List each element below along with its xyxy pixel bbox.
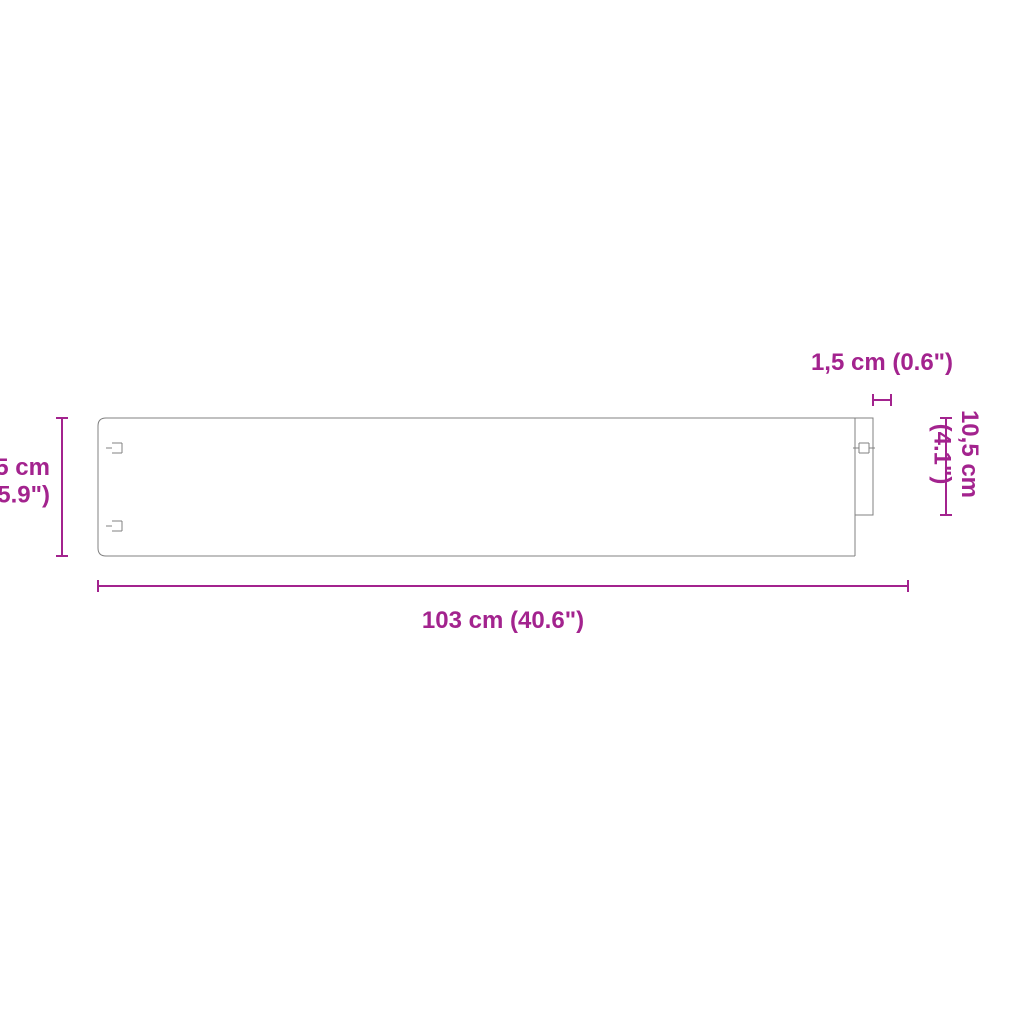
dimension-width-label: 103 cm (40.6") — [422, 607, 584, 634]
dimension-tab-width — [873, 394, 891, 406]
dimension-height — [56, 418, 68, 556]
product-outline — [98, 418, 875, 556]
dimension-height-label: 15 cm(5.9") — [0, 454, 50, 509]
dimension-tab-height-label: 10,5 cm(4.1") — [928, 410, 983, 498]
dimension-tab-width-label: 1,5 cm (0.6") — [811, 349, 953, 376]
dimension-width — [98, 580, 908, 592]
